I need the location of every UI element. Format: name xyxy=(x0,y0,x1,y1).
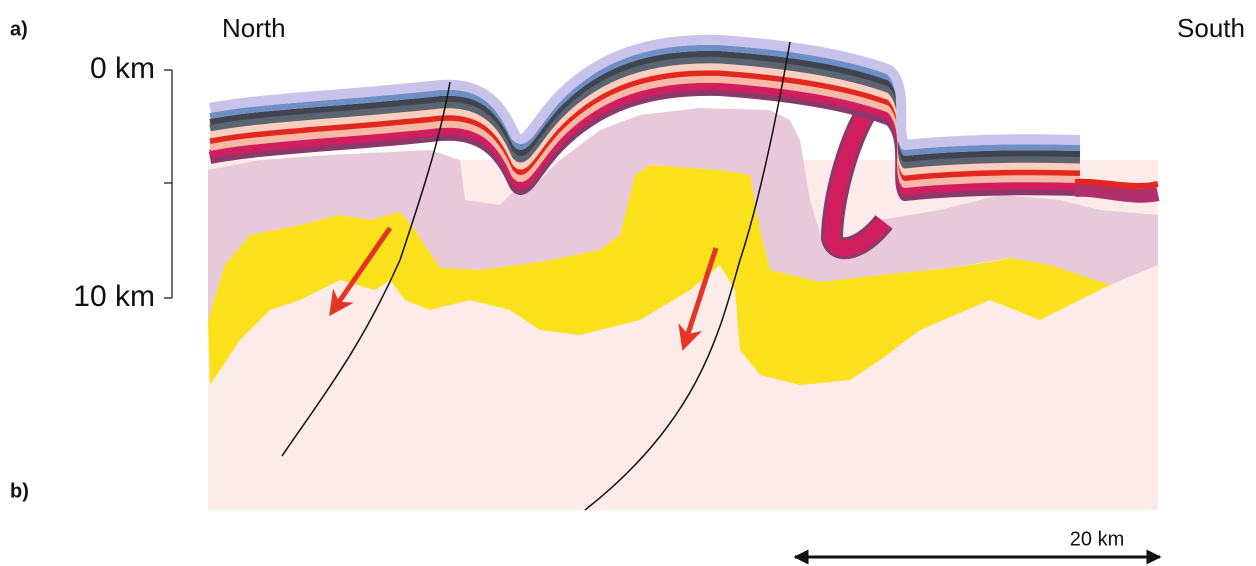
yellow-unit xyxy=(208,165,1110,385)
depth-axis xyxy=(164,69,173,299)
scale-label: 20 km xyxy=(1070,528,1124,550)
fold-limb xyxy=(823,94,891,257)
depth-label: 0 km xyxy=(90,52,155,85)
depth-label: 10 km xyxy=(73,280,155,313)
mauve-unit xyxy=(208,108,1158,320)
direction-label: South xyxy=(1177,13,1245,43)
strata xyxy=(208,34,1160,203)
panel-label: a) xyxy=(10,18,28,40)
fault xyxy=(281,81,451,457)
panel-label: b) xyxy=(10,480,29,502)
direction-label: North xyxy=(222,13,286,43)
slip-arrow xyxy=(678,247,719,351)
slip-arrow xyxy=(329,226,393,317)
fault xyxy=(584,41,791,511)
